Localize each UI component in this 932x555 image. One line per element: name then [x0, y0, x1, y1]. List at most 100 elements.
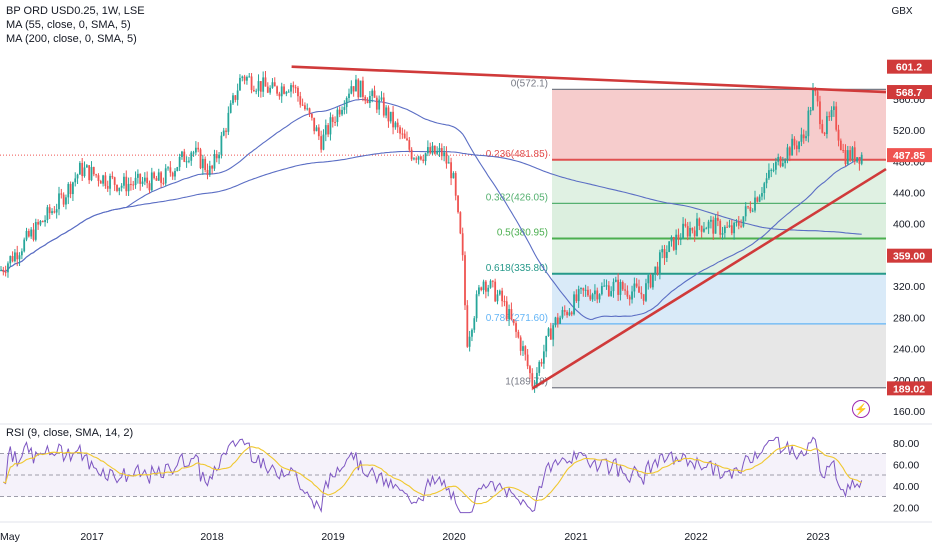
candle-body	[512, 319, 515, 324]
candle-body	[44, 220, 46, 223]
candle-body	[554, 317, 557, 326]
symbol-legend[interactable]: BP ORD USD0.25, 1W, LSE	[6, 5, 145, 17]
candle-body	[582, 288, 585, 291]
candle-body	[733, 222, 736, 234]
candle-body	[788, 147, 791, 156]
candle-body	[835, 106, 838, 130]
candle-body	[610, 291, 613, 297]
candle-body	[457, 195, 459, 213]
candle-body	[426, 147, 429, 154]
candle-body	[294, 87, 297, 89]
fib-label: 0.236(481.85)	[486, 149, 548, 160]
candle-body	[798, 141, 800, 150]
candle-body	[784, 159, 787, 164]
ma200-legend[interactable]: MA (200, close, 0, SMA, 5)	[6, 33, 137, 45]
candle-body	[802, 134, 805, 139]
candle-body	[410, 149, 413, 160]
rsi-tick-label: 60.00	[893, 459, 919, 471]
candle-body	[206, 170, 209, 175]
candle-body	[95, 174, 98, 176]
candle-body	[668, 241, 671, 252]
candle-body	[424, 153, 427, 162]
candle-body	[626, 290, 629, 297]
fib-zone	[552, 89, 886, 160]
candle-body	[359, 80, 362, 98]
candle-body	[141, 181, 144, 184]
fib-label: 1(189.78)	[505, 377, 548, 388]
candle-body	[682, 223, 684, 239]
candle-body	[510, 309, 513, 320]
candle-body	[844, 150, 847, 165]
fib-label: 0.618(335.80)	[486, 263, 548, 274]
candle-body	[726, 226, 729, 228]
currency-label: GBX	[891, 6, 912, 17]
price-tag-label: 487.85	[893, 150, 925, 162]
candle-body	[78, 162, 81, 175]
candle-body	[654, 266, 657, 275]
candle-body	[218, 154, 220, 159]
candle-body	[320, 136, 323, 150]
candle-body	[635, 283, 638, 287]
candle-body	[600, 286, 603, 295]
flash-icon[interactable]: ⚡	[852, 400, 870, 418]
candle-body	[104, 175, 107, 186]
candle-body	[858, 157, 861, 164]
rsi-tick-label: 40.00	[893, 481, 919, 493]
candle-body	[716, 217, 719, 221]
candle-body	[215, 154, 218, 159]
x-tick-label: 2020	[442, 531, 466, 543]
candle-body	[591, 294, 594, 300]
candle-body	[624, 289, 626, 291]
candle-body	[58, 193, 60, 210]
candle-body	[519, 337, 522, 351]
price-tag	[887, 148, 932, 163]
candle-body	[450, 162, 452, 179]
candle-body	[39, 220, 42, 225]
trendlines[interactable]	[291, 65, 887, 390]
candle-body	[772, 169, 775, 171]
candle-body	[120, 185, 123, 188]
candle-body	[236, 90, 239, 100]
candle-body	[362, 80, 364, 97]
candle-body	[375, 97, 378, 110]
candle-body	[445, 152, 448, 164]
candle-body	[392, 111, 394, 128]
candle-body	[116, 184, 118, 191]
ma55-legend[interactable]: MA (55, close, 0, SMA, 5)	[6, 19, 131, 31]
candle-body	[661, 249, 664, 253]
candle-body	[819, 101, 821, 125]
candle-body	[605, 285, 608, 287]
candle-body	[540, 362, 543, 364]
candle-body	[7, 263, 9, 273]
candle-body	[714, 217, 717, 234]
candle-body	[401, 133, 404, 135]
candle-body	[85, 165, 88, 168]
candle-body	[570, 312, 573, 315]
candle-body	[631, 291, 633, 300]
candle-body	[373, 90, 376, 98]
candle-body	[480, 287, 483, 291]
fib-zone	[552, 323, 886, 388]
fibonacci-retracement[interactable]: 0(572.1) 0.236(481.85) 0.382(426.05) 0.5(38…	[0, 78, 886, 389]
candle-body	[721, 233, 724, 235]
candle-body	[478, 287, 480, 295]
candle-body	[779, 156, 782, 167]
candle-body	[505, 301, 508, 320]
candle-body	[269, 87, 272, 93]
candle-body	[587, 289, 589, 296]
rsi-legend[interactable]: RSI (9, close, SMA, 14, 2)	[6, 427, 134, 439]
price-tag-label: 359.00	[893, 251, 925, 263]
candle-body	[278, 93, 281, 97]
candle-body	[241, 76, 244, 78]
candle-body	[34, 222, 37, 240]
candle-body	[839, 140, 842, 151]
candle-body	[768, 170, 770, 179]
candle-body	[164, 168, 167, 184]
candle-body	[162, 182, 165, 184]
candle-body	[770, 169, 773, 171]
candle-body	[127, 183, 130, 192]
candle-body	[517, 331, 520, 338]
candle-body	[828, 116, 831, 118]
candle-body	[417, 156, 420, 160]
